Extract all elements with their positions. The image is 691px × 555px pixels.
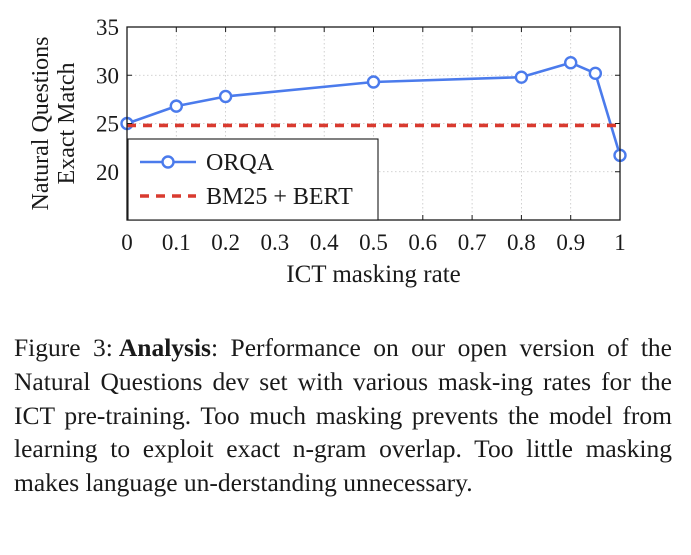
x-tick-label: 0.8	[507, 230, 536, 255]
orqa-point	[218, 89, 233, 104]
caption-label: Figure 3:	[14, 333, 113, 362]
legend-label: ORQA	[206, 150, 275, 176]
caption-text: : Performance on our open version of the…	[14, 333, 672, 498]
x-tick-label: 0.2	[211, 230, 240, 255]
x-axis-label: ICT masking rate	[286, 261, 461, 288]
legend-label: BM25 + BERT	[206, 184, 353, 210]
x-tick-label: 0.6	[408, 230, 437, 255]
orqa-point	[514, 70, 529, 84]
x-tick-label: 0.4	[310, 230, 339, 255]
y-tick-label: 30	[96, 63, 119, 88]
x-tick-label: 0	[121, 230, 133, 255]
x-tick-label: 0.3	[261, 230, 290, 255]
x-tick-label: 0.7	[458, 230, 487, 255]
legend-box	[127, 138, 379, 221]
y-tick-label: 35	[96, 15, 119, 40]
x-tick-label: 1	[614, 230, 626, 255]
orqa-point	[564, 56, 578, 70]
y-axis-label-line-2: Exact Match	[54, 63, 80, 185]
y-axis-label-line-1: Natural Questions	[28, 37, 54, 211]
legend-marker-orqa	[161, 155, 175, 169]
series-layer	[120, 56, 627, 163]
orqa-point	[169, 99, 184, 113]
y-tick-label: 20	[96, 160, 119, 185]
orqa-point	[588, 66, 603, 81]
legend: ORQA BM25 + BERT	[127, 138, 379, 221]
caption-bold: Analysis	[118, 333, 211, 362]
y-tick-label: 25	[96, 112, 119, 137]
orqa-point	[366, 75, 381, 89]
x-tick-label: 0.1	[162, 230, 191, 255]
chart: 0 0.1 0.2 0.3 0.4 0.5 0.6 0.7 0.8 0.9 1 20 25 30 35 OR…	[28, 15, 627, 288]
x-tick-label: 0.5	[359, 230, 388, 255]
x-tick-label: 0.9	[556, 230, 585, 255]
ticks: 0 0.1 0.2 0.3 0.4 0.5 0.6 0.7 0.8 0.9 1 20 25 30 35	[96, 15, 626, 255]
figure-caption: Figure 3: Analysis: Performance on our op…	[14, 331, 672, 500]
